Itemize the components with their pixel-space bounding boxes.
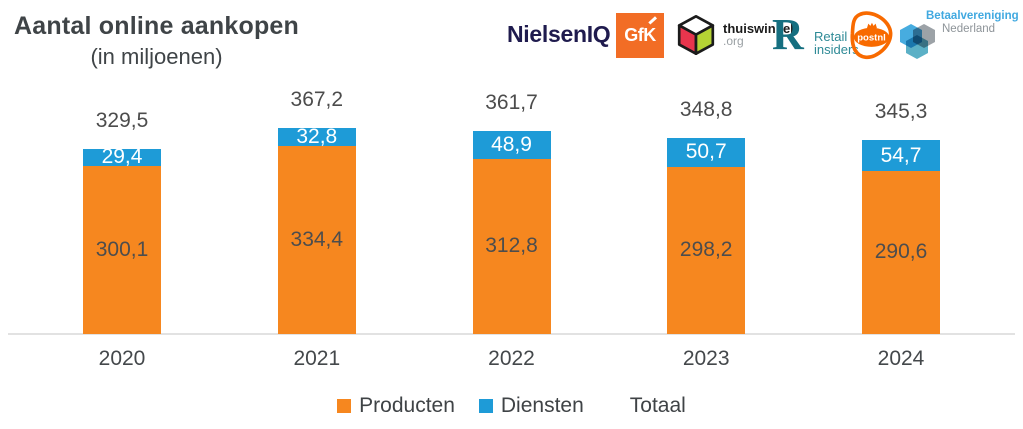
- postnl-logo: postnl: [850, 11, 893, 60]
- x-axis-label-2022: 2022: [488, 347, 535, 370]
- gfk-logo-text: GfK: [624, 25, 656, 45]
- bar-diensten-2022: [472, 131, 551, 159]
- producten-label-2024: 290,6: [874, 240, 928, 264]
- betaalvereniging-hexagon-icon: [900, 24, 936, 60]
- chart-title-block: Aantal online aankopen (in miljoenen): [14, 12, 299, 70]
- diensten-label-2022: 48,9: [491, 132, 532, 156]
- retail-insiders-logo-text: Retail insiders: [814, 30, 859, 56]
- bar-diensten-2024: [862, 140, 940, 171]
- diensten-label-2020: 29,4: [101, 145, 143, 169]
- total-label-2022: 361,7: [485, 91, 538, 115]
- legend-label-totaal: Totaal: [629, 394, 686, 417]
- thuiswinkel-cube-icon: [677, 14, 715, 56]
- thuiswinkel-name: thuiswinkel: [723, 21, 794, 36]
- x-axis-label-2021: 2021: [293, 347, 341, 370]
- legend-swatch-diensten: [478, 399, 493, 413]
- hexagon-teal: [906, 35, 928, 59]
- diensten-label-2021: 32,8: [296, 125, 338, 149]
- gfk-accent-mark: [648, 16, 657, 25]
- bar-diensten-2020: [83, 149, 161, 166]
- total-label-2020: 329,5: [95, 109, 149, 133]
- producten-label-2021: 334,4: [290, 228, 344, 252]
- betaalvereniging-nederland: Nederland: [942, 23, 996, 35]
- x-axis-line: [8, 333, 1015, 335]
- thuiswinkel-org: .org: [723, 34, 744, 48]
- chart-title: Aantal online aankopen: [14, 12, 300, 40]
- diensten-label-2024: 54,7: [880, 143, 922, 167]
- producten-label-2020: 300,1: [95, 237, 149, 261]
- betaalvereniging-name: Betaalvereniging: [926, 10, 1019, 22]
- total-label-2023: 348,8: [679, 98, 733, 122]
- postnl-logo-text: postnl: [857, 32, 886, 43]
- retail-line2: insiders: [814, 42, 859, 57]
- nielseniq-logo: NielsenIQ: [507, 21, 611, 47]
- bar-producten-2023: [667, 166, 746, 334]
- chart-subtitle: (in miljoenen): [90, 44, 223, 69]
- bar-diensten-2023: [667, 138, 746, 167]
- bar-producten-2020: [83, 165, 161, 334]
- total-label-2024: 345,3: [874, 100, 928, 124]
- betaalvereniging-logo: Betaalvereniging Nederland: [896, 8, 1022, 60]
- bar-producten-2021: [277, 146, 356, 334]
- x-axis-label-2020: 2020: [98, 347, 146, 370]
- retail-insiders-r-icon: R: [772, 10, 804, 59]
- bar-producten-2022: [472, 158, 551, 334]
- retail-line1: Retail: [814, 29, 848, 44]
- x-axis-label-2023: 2023: [682, 347, 730, 370]
- legend-label-diensten: Diensten: [500, 394, 584, 417]
- bar-diensten-2021: [277, 128, 356, 147]
- total-label-2021: 367,2: [290, 88, 344, 111]
- producten-label-2023: 298,2: [679, 238, 733, 262]
- x-axis-label-2024: 2024: [877, 347, 925, 370]
- bar-producten-2024: [862, 170, 940, 334]
- producten-label-2022: 312,8: [485, 234, 538, 258]
- legend-item-totaal: Totaal: [608, 394, 686, 418]
- legend-swatch-producten: [337, 399, 352, 413]
- diensten-label-2023: 50,7: [685, 140, 727, 164]
- chart-legend: Producten Diensten Totaal: [0, 394, 1023, 418]
- legend-item-diensten: Diensten: [478, 394, 584, 418]
- legend-item-producten: Producten: [337, 394, 455, 418]
- gfk-logo: GfK: [616, 13, 664, 58]
- legend-label-producten: Producten: [359, 394, 455, 417]
- thuiswinkel-logo-text: thuiswinkel .org: [723, 22, 794, 48]
